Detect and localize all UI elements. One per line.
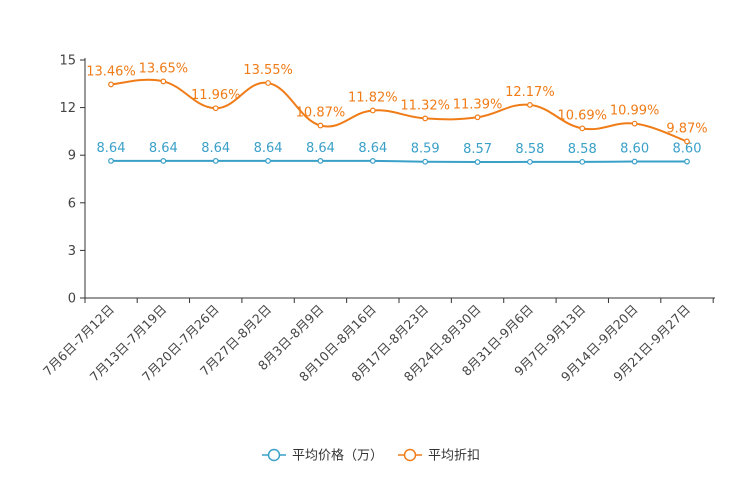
data-point-discount <box>317 122 324 129</box>
data-label-discount: 11.82% <box>348 90 398 105</box>
data-label-discount: 12.17% <box>505 85 555 100</box>
data-label-discount: 13.55% <box>243 63 293 78</box>
data-point-discount <box>631 120 638 127</box>
data-label-price: 8.64 <box>306 141 335 156</box>
data-label-price: 8.60 <box>620 142 649 157</box>
data-label-discount: 10.87% <box>296 106 346 121</box>
data-point-discount <box>579 125 586 132</box>
data-point-price <box>527 158 533 165</box>
data-point-price <box>474 159 481 165</box>
data-label-price: 8.64 <box>97 141 126 156</box>
data-point-discount <box>108 81 114 88</box>
data-point-price <box>212 158 219 164</box>
data-point-price <box>422 158 429 165</box>
data-point-discount <box>369 107 376 114</box>
legend-marker-price <box>267 448 281 462</box>
y-tick-label: 3 <box>68 244 76 259</box>
data-point-discount <box>474 114 481 121</box>
data-label-price: 8.64 <box>358 141 387 156</box>
data-label-price: 8.64 <box>201 141 230 156</box>
y-tick-label: 12 <box>59 101 76 116</box>
data-label-discount: 9.87% <box>666 121 707 136</box>
data-point-price <box>108 158 114 164</box>
data-label-price: 8.64 <box>149 141 178 156</box>
data-label-discount: 13.65% <box>139 61 189 76</box>
data-point-discount <box>265 80 271 86</box>
y-tick-label: 15 <box>59 54 76 69</box>
data-point-price <box>684 158 690 165</box>
data-point-price <box>317 158 324 164</box>
y-tick-label: 0 <box>68 292 76 307</box>
y-tick-label: 6 <box>68 196 76 211</box>
data-point-discount <box>212 105 219 112</box>
data-point-price <box>631 158 638 165</box>
data-point-discount <box>422 115 429 122</box>
data-point-price <box>160 158 167 164</box>
legend-marker-discount <box>403 448 417 462</box>
data-point-discount <box>527 102 533 108</box>
data-point-discount <box>684 138 690 145</box>
data-label-discount: 10.99% <box>610 104 660 119</box>
data-point-price <box>265 158 271 164</box>
data-label-price: 8.59 <box>411 142 440 157</box>
legend-label-price: 平均价格（万） <box>292 448 383 464</box>
data-label-price: 8.64 <box>254 141 283 156</box>
data-label-price: 8.58 <box>515 142 544 157</box>
data-label-discount: 11.96% <box>191 88 241 103</box>
data-label-price: 8.60 <box>673 142 702 157</box>
data-label-discount: 13.46% <box>86 64 136 79</box>
data-label-discount: 10.69% <box>557 108 607 123</box>
data-point-price <box>369 158 376 164</box>
data-label-discount: 11.39% <box>453 97 503 112</box>
series-line-price <box>110 159 688 164</box>
y-tick-label: 9 <box>68 149 76 164</box>
data-label-price: 8.58 <box>568 142 597 157</box>
data-point-discount <box>160 78 167 85</box>
data-label-price: 8.57 <box>463 142 492 157</box>
data-label-discount: 11.32% <box>400 98 450 113</box>
legend-label-discount: 平均折扣 <box>428 449 480 464</box>
data-point-price <box>579 158 586 165</box>
